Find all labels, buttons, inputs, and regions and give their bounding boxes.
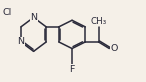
Text: O: O [111, 44, 118, 53]
Text: Cl: Cl [2, 8, 11, 17]
Text: N: N [17, 37, 24, 46]
Text: N: N [30, 13, 37, 22]
Text: F: F [69, 65, 75, 74]
Text: CH₃: CH₃ [90, 17, 107, 26]
